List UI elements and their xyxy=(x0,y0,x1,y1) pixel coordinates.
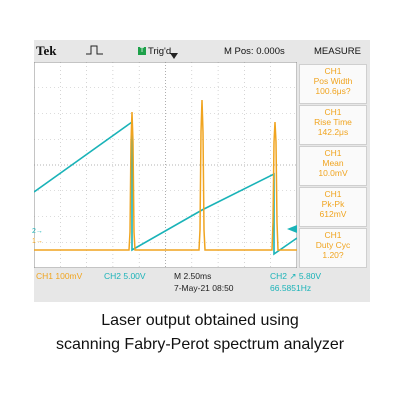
waveform-graticule: 2→ 1→ xyxy=(32,62,297,268)
caption-line-1: Laser output obtained using xyxy=(101,312,299,329)
measure-name: Pk-Pk xyxy=(321,199,345,209)
graticule-center-axes xyxy=(34,62,297,268)
frequency-readout: 66.5851Hz xyxy=(270,283,312,293)
brand-label: Tek xyxy=(36,43,57,58)
measure-value: 142.2μs xyxy=(317,127,349,137)
timebase-readout: M 2.50ms xyxy=(174,271,212,281)
ch1-laser-pulse-trace xyxy=(34,99,297,251)
measure-title: MEASURE xyxy=(314,46,361,57)
measure-channel: CH1 xyxy=(324,148,342,158)
date-time-readout: 7-May-21 08:50 xyxy=(174,283,234,293)
measure-name: Pos Width xyxy=(313,76,353,86)
trigger-position-icon xyxy=(170,53,178,64)
oscilloscope-screen: Tek T Trig'd M Pos: 0.000s MEASURE xyxy=(32,40,370,302)
measure-value: 1.20? xyxy=(322,250,344,260)
trigger-icon: T xyxy=(138,47,146,56)
measure-channel: CH1 xyxy=(324,66,342,76)
top-status-bar: Tek T Trig'd M Pos: 0.000s MEASURE xyxy=(34,40,370,62)
trigger-level-arrow-icon xyxy=(287,220,297,238)
measure-channel: CH1 xyxy=(324,230,342,240)
ch2-scale: CH2 5.00V xyxy=(104,271,146,281)
measure-item-pos-width: CH1 Pos Width 100.6μs? xyxy=(299,64,367,104)
measure-channel: CH1 xyxy=(324,189,342,199)
trigger-readout: CH2 ↗ 5.80V xyxy=(270,271,322,281)
caption-line-2: scanning Fabry-Perot spectrum analyzer xyxy=(55,336,345,353)
measure-channel: CH1 xyxy=(324,107,342,117)
measure-item-rise-time: CH1 Rise Time 142.2μs xyxy=(299,105,367,145)
measure-value: 612mV xyxy=(319,209,347,219)
measure-item-duty-cycle: CH1 Duty Cyc 1.20? xyxy=(299,228,367,268)
measure-panel: CH1 Pos Width 100.6μs? CH1 Rise Time 142… xyxy=(299,62,369,268)
measure-item-mean: CH1 Mean 10.0mV xyxy=(299,146,367,186)
trigger-status: T Trig'd xyxy=(138,46,171,57)
measure-name: Rise Time xyxy=(314,117,352,127)
m-pos-readout: M Pos: 0.000s xyxy=(224,46,285,57)
ch2-level-marker: 2→ xyxy=(32,228,43,235)
measure-name: Mean xyxy=(322,158,344,168)
trigger-state-label: Trig'd xyxy=(148,46,172,57)
measure-name: Duty Cyc xyxy=(315,240,351,250)
measure-item-pk-pk: CH1 Pk-Pk 612mV xyxy=(299,187,367,227)
bottom-status-bar: CH1 100mV CH2 5.00V M 2.50ms 7-May-21 08… xyxy=(34,268,370,302)
measure-value: 100.6μs? xyxy=(315,86,351,96)
ch1-level-marker: 1→ xyxy=(32,238,43,245)
ch1-scale: CH1 100mV xyxy=(36,271,83,281)
measure-value: 10.0mV xyxy=(318,168,348,178)
run-state-icon xyxy=(86,44,104,59)
